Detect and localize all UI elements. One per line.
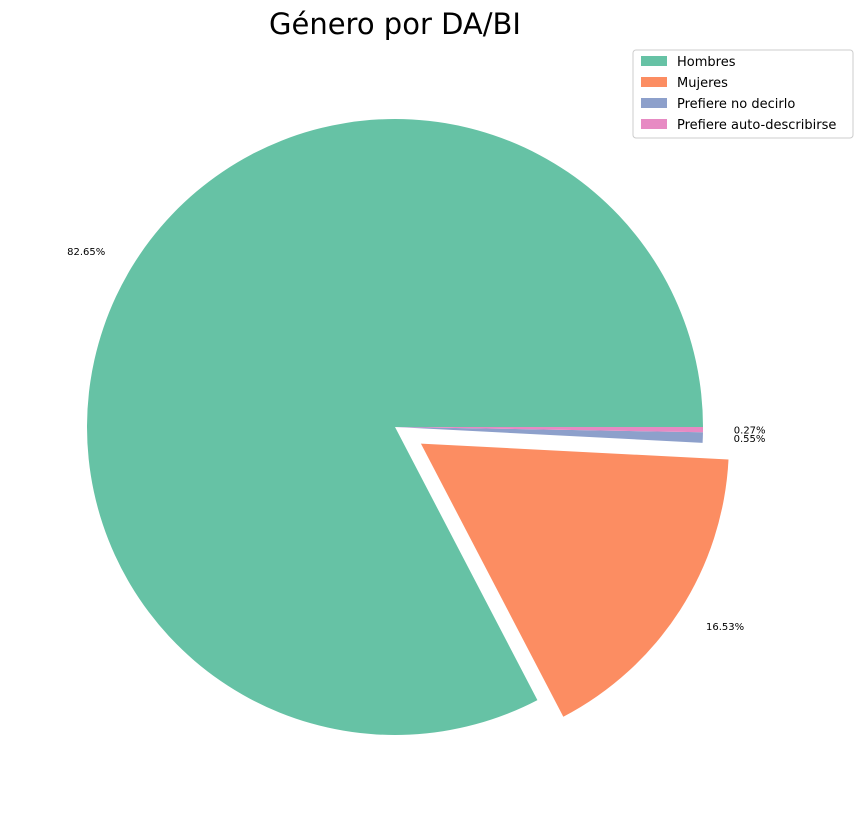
pct-label-prefiere-auto-describirse: 0.27%	[734, 425, 766, 436]
legend-swatch-prefiere-no-decirlo	[641, 98, 667, 108]
pie-slice-prefiere-auto-describirse	[395, 427, 703, 433]
pie-slice-mujeres	[420, 443, 729, 717]
legend: Hombres Mujeres Prefiere no decirlo Prefier…	[632, 49, 854, 139]
legend-label-hombres: Hombres	[677, 55, 736, 70]
pct-label-prefiere-no-decirlo: 0.55%	[734, 434, 766, 445]
legend-label-prefiere-no-decirlo: Prefiere no decirlo	[677, 97, 795, 112]
legend-swatch-prefiere-auto-describirse	[641, 119, 667, 129]
legend-frame	[632, 49, 854, 139]
pct-label-hombres: 82.65%	[67, 247, 105, 258]
legend-swatch-hombres	[641, 56, 667, 66]
pie-slices	[87, 119, 729, 736]
pie-labels: 82.65% 16.53% 0.55%0.27%	[67, 247, 765, 633]
legend-swatch-mujeres	[641, 77, 667, 87]
legend-label-prefiere-auto-describirse: Prefiere auto-describirse	[677, 118, 836, 133]
pct-label-mujeres: 16.53%	[706, 622, 744, 633]
legend-label-mujeres: Mujeres	[677, 76, 728, 91]
pie-slice-prefiere-no-decirlo	[395, 427, 703, 443]
chart-title: Género por DA/BI	[269, 7, 521, 41]
